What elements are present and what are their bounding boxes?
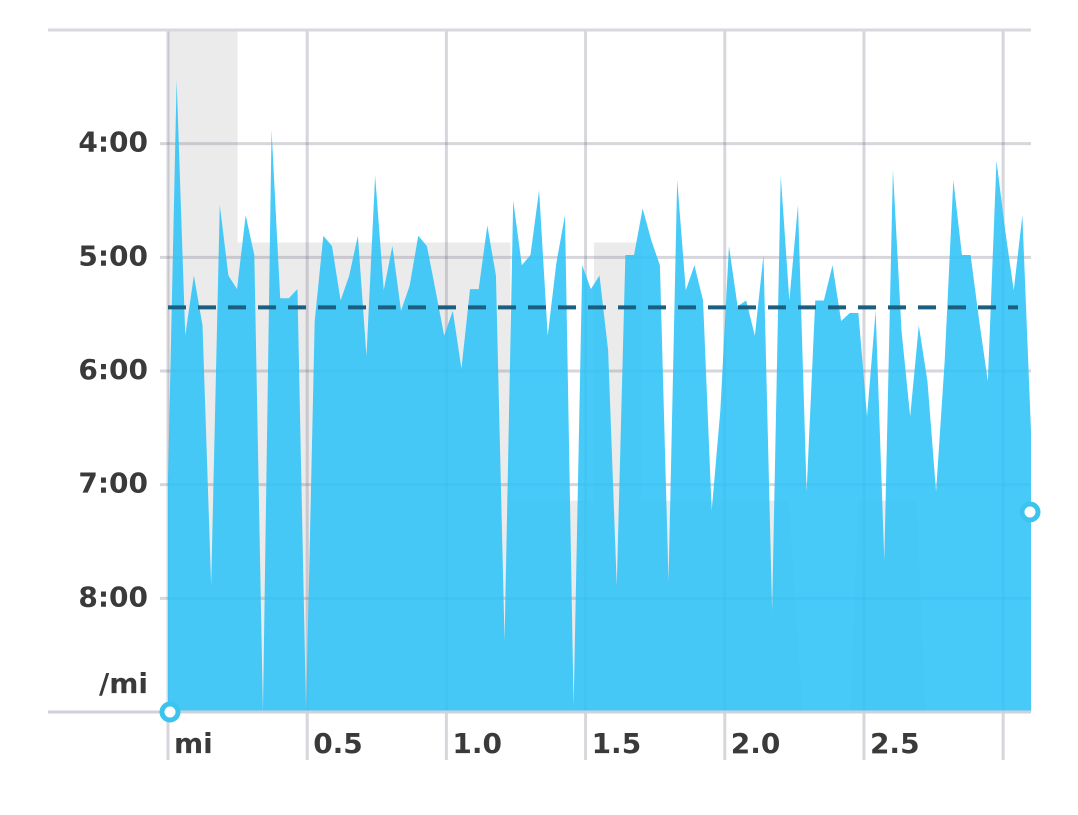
y-tick-label: 6:00: [78, 353, 148, 386]
x-tick-label: 1.0: [452, 727, 502, 760]
pace-area: [168, 80, 1031, 713]
end-handle[interactable]: [1019, 501, 1041, 523]
x-tick-label: 2.0: [731, 727, 781, 760]
x-tick-label: 1.5: [592, 727, 642, 760]
y-tick-label: 7:00: [78, 467, 148, 500]
y-tick-label: 4:00: [78, 126, 148, 159]
x-tick-label: 0.5: [313, 727, 363, 760]
pace-layer: [168, 80, 1031, 713]
y-axis-label: /mi: [99, 667, 148, 700]
foreground-layer: 4:00 5:00 6:00 7:00 8:00 mi 0.5 1.0 1.5 2.0 2.5: [78, 126, 1018, 760]
x-tick-label: 2.5: [870, 727, 920, 760]
y-tick-label: 8:00: [78, 580, 148, 613]
start-handle[interactable]: [159, 701, 181, 723]
x-tick-label: mi: [174, 727, 213, 760]
y-tick-label: 5:00: [78, 239, 148, 272]
